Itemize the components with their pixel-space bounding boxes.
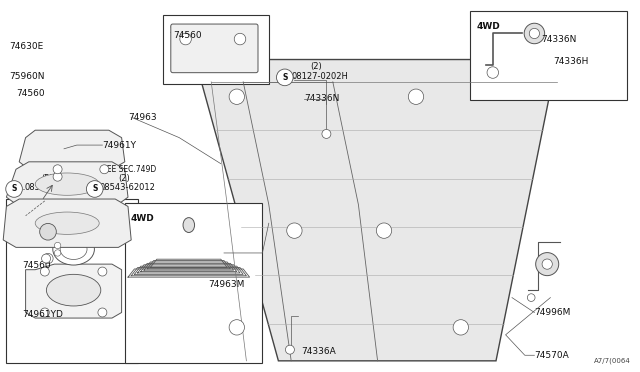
Circle shape [234,33,246,45]
Text: 08510-62023: 08510-62023 [24,183,80,192]
Bar [125,203,262,363]
Text: 74630E: 74630E [10,42,44,51]
Ellipse shape [60,239,87,260]
Text: S: S [12,185,17,193]
Text: SEE SEC.749D: SEE SEC.749D [102,165,157,174]
Circle shape [86,181,103,197]
Text: 74336N: 74336N [541,35,576,44]
Text: 2WD.AT: 2WD.AT [169,26,209,35]
Circle shape [487,67,499,78]
Text: 74336H: 74336H [554,57,589,66]
Circle shape [376,223,392,238]
Text: 74996M: 74996M [534,308,571,317]
Circle shape [40,267,49,276]
Text: 08127-0202H: 08127-0202H [291,72,348,81]
Circle shape [54,242,61,249]
Polygon shape [195,60,557,361]
Circle shape [276,69,293,86]
Circle shape [285,345,294,354]
Text: 4WD: 4WD [476,22,500,31]
Circle shape [536,253,559,276]
Ellipse shape [53,234,95,265]
Circle shape [542,259,552,269]
Text: 74570A: 74570A [534,351,569,360]
Text: 74961Y: 74961Y [102,141,136,150]
Bar [470,11,627,100]
Text: (2): (2) [118,174,130,183]
Ellipse shape [35,173,99,195]
Polygon shape [6,162,128,206]
Circle shape [40,224,56,240]
Text: 74560: 74560 [22,262,51,270]
Text: 74963M: 74963M [208,280,244,289]
Ellipse shape [183,218,195,232]
Text: 75960N: 75960N [10,72,45,81]
Circle shape [98,308,107,317]
Circle shape [322,129,331,138]
Text: S: S [92,185,97,193]
Text: 74560: 74560 [173,31,202,40]
Polygon shape [19,130,125,169]
Circle shape [453,320,468,335]
FancyBboxPatch shape [171,24,258,73]
Circle shape [527,294,535,301]
Circle shape [229,89,244,105]
Bar [163,15,269,84]
Circle shape [524,23,545,44]
Text: 08543-62012: 08543-62012 [99,183,155,192]
Bar [6,199,138,363]
Text: (5): (5) [42,174,53,183]
Ellipse shape [35,212,99,234]
Text: 74336A: 74336A [301,347,335,356]
Polygon shape [3,199,131,247]
Ellipse shape [47,275,101,306]
Text: 4WD: 4WD [131,214,154,223]
Circle shape [529,28,540,39]
Circle shape [408,89,424,105]
Text: 74961YD: 74961YD [22,310,63,319]
Text: 74560: 74560 [16,89,45,97]
Polygon shape [26,264,122,318]
Circle shape [42,254,51,263]
Text: A7/7(0064: A7/7(0064 [594,357,630,364]
Circle shape [54,250,61,256]
Circle shape [98,267,107,276]
Text: (2): (2) [310,62,322,71]
Circle shape [40,308,49,317]
Circle shape [53,165,62,174]
Text: 74336N: 74336N [304,94,339,103]
Circle shape [53,172,62,181]
Circle shape [6,181,22,197]
Circle shape [100,165,109,174]
Text: S: S [282,73,287,82]
Text: 4WD.AT: 4WD.AT [12,210,52,219]
Circle shape [229,320,244,335]
Circle shape [287,223,302,238]
Text: 74963: 74963 [128,113,157,122]
Circle shape [43,253,53,264]
Circle shape [180,33,191,45]
